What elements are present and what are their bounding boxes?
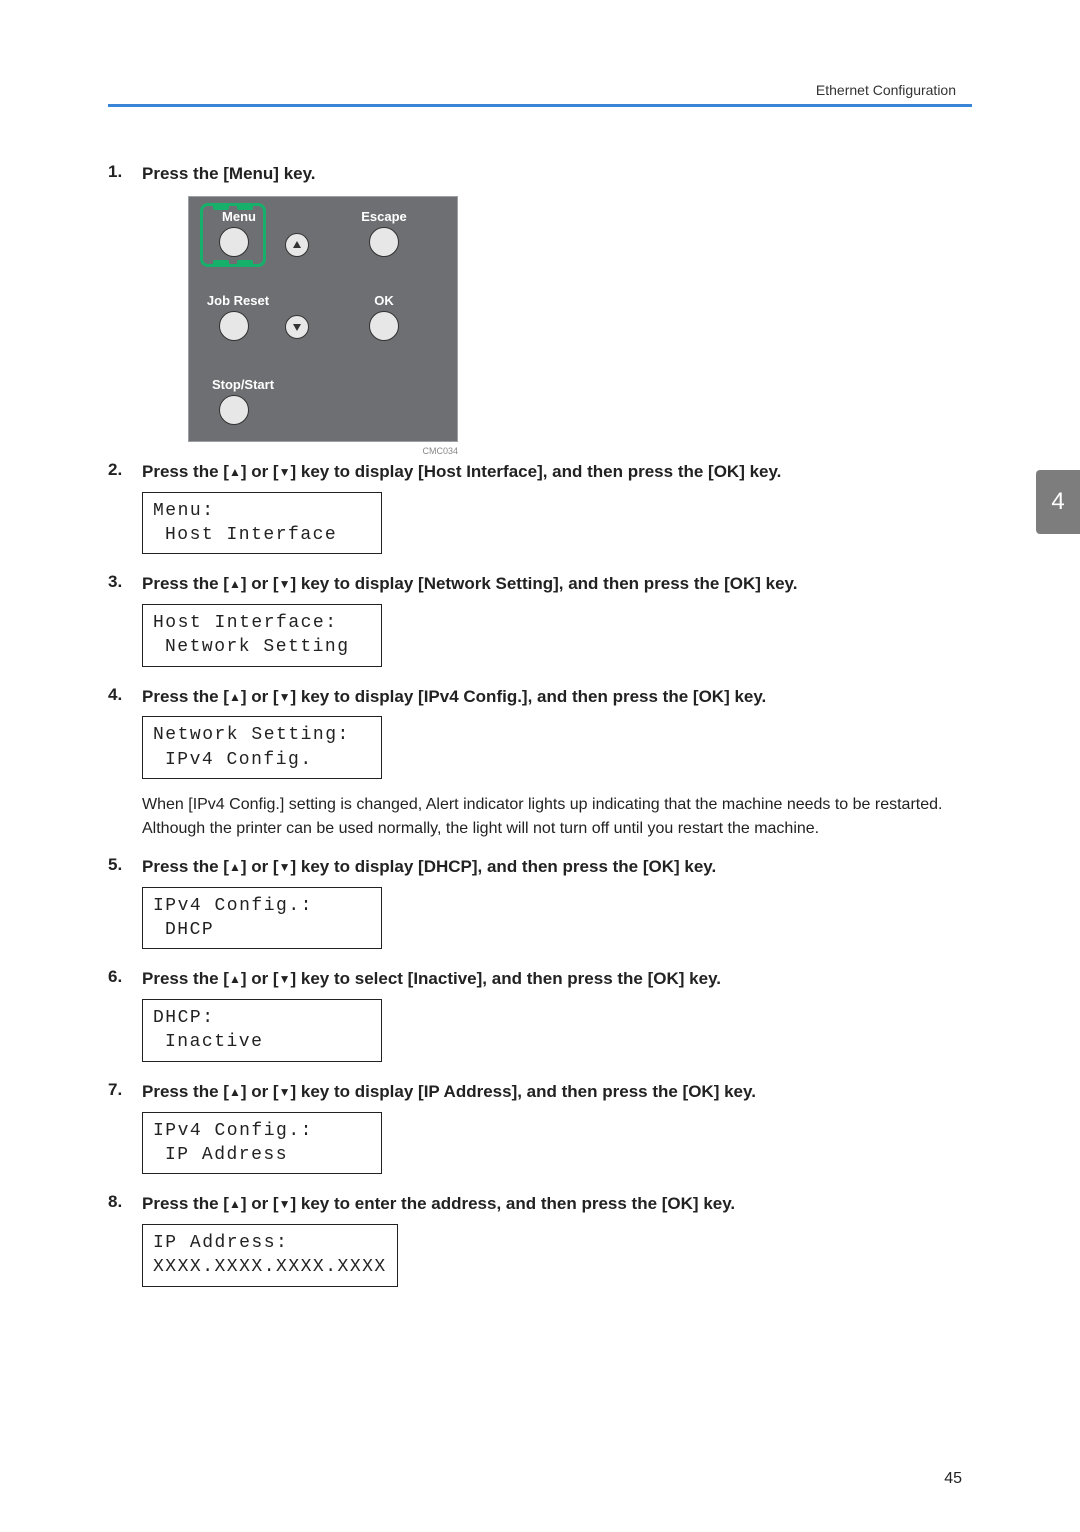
lcd-line-1: IP Address: <box>153 1231 387 1255</box>
lcd-line-2: DHCP <box>153 918 371 942</box>
menu-key-label: Menu <box>217 209 261 224</box>
step: 1. Press the [Menu] key. Menu Escape Job … <box>108 162 972 442</box>
step-number: 6. <box>108 967 122 987</box>
down-triangle-icon: ▼ <box>279 577 291 591</box>
down-triangle-icon: ▼ <box>279 1085 291 1099</box>
lcd-display: Menu:Host Interface <box>142 492 382 555</box>
menu-button <box>219 227 249 257</box>
lcd-line-2: Inactive <box>153 1030 371 1054</box>
lcd-line-1: Host Interface: <box>153 611 371 635</box>
step-number: 1. <box>108 162 122 182</box>
illustration-code: CMC034 <box>422 446 458 456</box>
step: 3. Press the [▲] or [▼] key to display [N… <box>108 572 972 670</box>
job-reset-button <box>219 311 249 341</box>
escape-key-label: Escape <box>357 209 411 224</box>
lcd-line-2: XXXX.XXXX.XXXX.XXXX <box>153 1255 387 1279</box>
lcd-display: Host Interface:Network Setting <box>142 604 382 667</box>
lcd-line-1: IPv4 Config.: <box>153 1119 371 1143</box>
lcd-line-2: Host Interface <box>153 523 371 547</box>
step-instruction: Press the [▲] or [▼] key to enter the ad… <box>142 1192 972 1216</box>
step-instruction: Press the [▲] or [▼] key to display [IP … <box>142 1080 972 1104</box>
up-triangle-icon: ▲ <box>229 1085 241 1099</box>
up-triangle-icon: ▲ <box>229 1197 241 1211</box>
down-triangle-icon: ▼ <box>279 860 291 874</box>
up-triangle-icon: ▲ <box>229 465 241 479</box>
chapter-tab: 4 <box>1036 470 1080 534</box>
step-number: 8. <box>108 1192 122 1212</box>
step-instruction: Press the [▲] or [▼] key to display [DHC… <box>142 855 972 879</box>
job-reset-key-label: Job Reset <box>203 293 273 308</box>
down-triangle-icon: ▼ <box>279 690 291 704</box>
printer-panel-illustration: Menu Escape Job Reset OK Stop/Start CMC0… <box>142 196 462 442</box>
down-triangle-icon: ▼ <box>279 465 291 479</box>
step: 6. Press the [▲] or [▼] key to select [In… <box>108 967 972 1065</box>
up-triangle-icon: ▲ <box>229 577 241 591</box>
up-triangle-icon: ▲ <box>229 690 241 704</box>
step-instruction: Press the [▲] or [▼] key to display [Hos… <box>142 460 972 484</box>
step: 5. Press the [▲] or [▼] key to display [D… <box>108 855 972 953</box>
lcd-display: Network Setting:IPv4 Config. <box>142 716 382 779</box>
up-triangle-icon: ▲ <box>229 972 241 986</box>
step-number: 7. <box>108 1080 122 1100</box>
lcd-line-2: Network Setting <box>153 635 371 659</box>
step-instruction: Press the [▲] or [▼] key to display [Net… <box>142 572 972 596</box>
ok-key-label: OK <box>369 293 399 308</box>
step-number: 5. <box>108 855 122 875</box>
down-arrow-icon <box>292 322 302 332</box>
lcd-display: DHCP:Inactive <box>142 999 382 1062</box>
page-number: 45 <box>944 1470 962 1488</box>
step-number: 3. <box>108 572 122 592</box>
step: 4. Press the [▲] or [▼] key to display [I… <box>108 685 972 841</box>
down-triangle-icon: ▼ <box>279 1197 291 1211</box>
stop-start-button <box>219 395 249 425</box>
step: 7. Press the [▲] or [▼] key to display [I… <box>108 1080 972 1178</box>
down-arrow-button <box>285 315 309 339</box>
step-number: 4. <box>108 685 122 705</box>
lcd-display: IPv4 Config.:IP Address <box>142 1112 382 1175</box>
lcd-line-1: DHCP: <box>153 1006 371 1030</box>
lcd-display: IPv4 Config.:DHCP <box>142 887 382 950</box>
up-triangle-icon: ▲ <box>229 860 241 874</box>
up-arrow-button <box>285 233 309 257</box>
escape-button <box>369 227 399 257</box>
lcd-line-1: Menu: <box>153 499 371 523</box>
lcd-line-2: IPv4 Config. <box>153 748 371 772</box>
step: 8. Press the [▲] or [▼] key to enter the … <box>108 1192 972 1290</box>
lcd-display: IP Address:XXXX.XXXX.XXXX.XXXX <box>142 1224 398 1287</box>
step-number: 2. <box>108 460 122 480</box>
step: 2. Press the [▲] or [▼] key to display [H… <box>108 460 972 558</box>
section-header: Ethernet Configuration <box>816 82 956 98</box>
header-rule <box>108 104 972 107</box>
lcd-line-2: IP Address <box>153 1143 371 1167</box>
step-instruction: Press the [▲] or [▼] key to display [IPv… <box>142 685 972 709</box>
ok-button <box>369 311 399 341</box>
step-instruction: Press the [Menu] key. <box>142 162 972 186</box>
step-instruction: Press the [▲] or [▼] key to select [Inac… <box>142 967 972 991</box>
lcd-line-1: Network Setting: <box>153 723 371 747</box>
up-arrow-icon <box>292 240 302 250</box>
step-note: When [IPv4 Config.] setting is changed, … <box>142 793 972 841</box>
lcd-line-1: IPv4 Config.: <box>153 894 371 918</box>
stop-start-key-label: Stop/Start <box>203 377 283 392</box>
down-triangle-icon: ▼ <box>279 972 291 986</box>
